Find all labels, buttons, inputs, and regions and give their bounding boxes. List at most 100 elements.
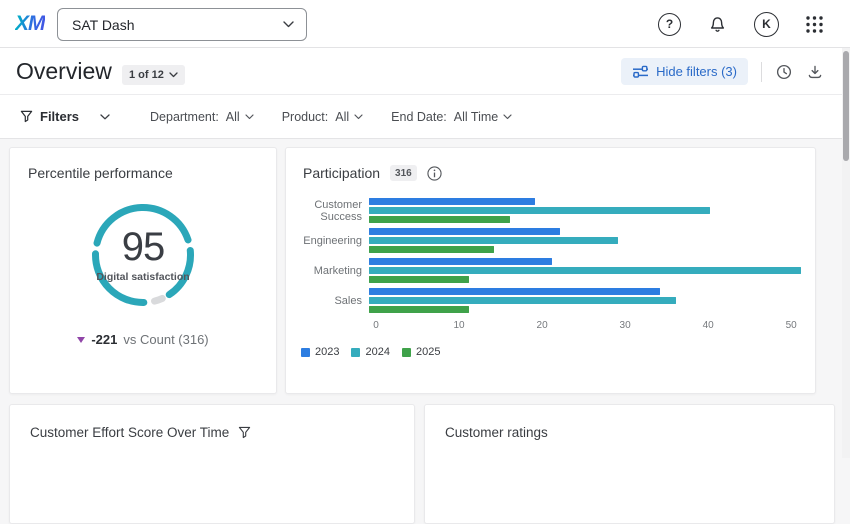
chart-category-row: Marketing xyxy=(286,258,815,283)
funnel-icon xyxy=(20,110,33,123)
bar-2024-marketing[interactable] xyxy=(369,267,801,274)
chevron-down-icon xyxy=(169,72,178,78)
divider xyxy=(761,61,762,82)
filters-bar: Filters Department: All Product: All End… xyxy=(0,95,850,139)
x-axis-tick: 10 xyxy=(453,320,465,331)
category-label: Engineering xyxy=(303,234,362,247)
dashboard-selector-value: SAT Dash xyxy=(72,16,135,33)
widget-title: Participation xyxy=(303,165,381,181)
participation-widget: Participation 316 Customer Success Engine… xyxy=(285,147,816,394)
scrollbar-track[interactable] xyxy=(842,48,850,458)
schedule-button[interactable] xyxy=(775,63,793,81)
widget-title: Customer Effort Score Over Time xyxy=(30,425,230,440)
bar-2023-marketing[interactable] xyxy=(369,258,552,265)
chart-category-row: Sales xyxy=(286,288,815,313)
filters-toggle[interactable]: Filters xyxy=(20,109,110,124)
avatar: K xyxy=(762,17,771,31)
legend-swatch xyxy=(401,347,411,357)
page-indicator-dropdown[interactable]: 1 of 12 xyxy=(122,65,185,85)
chevron-down-icon xyxy=(283,21,294,28)
x-axis-tick: 50 xyxy=(785,320,797,331)
hide-filters-label: Hide filters (3) xyxy=(656,64,737,79)
apps-menu-button[interactable] xyxy=(805,15,824,34)
category-label: Customer Success xyxy=(314,198,362,223)
legend-item-2025[interactable]: 2025 xyxy=(401,346,441,358)
help-button[interactable]: ? xyxy=(658,12,681,36)
x-axis-tick: 40 xyxy=(702,320,714,331)
xm-logo: XM xyxy=(15,12,45,35)
legend-label: 2025 xyxy=(415,346,441,358)
page-title: Overview xyxy=(16,58,112,84)
notifications-button[interactable] xyxy=(707,14,728,35)
account-button[interactable]: K xyxy=(754,11,779,37)
bar-2023-customer-success[interactable] xyxy=(369,198,536,205)
filter-department-label: Department: xyxy=(150,109,219,124)
scrollbar-thumb[interactable] xyxy=(843,51,849,161)
delta-context: vs Count (316) xyxy=(123,332,209,347)
sliders-icon xyxy=(633,65,649,78)
filter-product[interactable]: Product: All xyxy=(282,110,363,124)
widget-title: Percentile performance xyxy=(28,165,173,181)
bar-2023-engineering[interactable] xyxy=(369,228,560,235)
count-badge: 316 xyxy=(390,165,417,181)
gauge-segment xyxy=(165,246,194,299)
x-axis-tick: 0 xyxy=(373,320,379,331)
customer-ratings-widget: Customer ratings xyxy=(424,404,835,524)
gauge-segment xyxy=(150,294,166,305)
percentile-gauge: 95 Digital satisfaction xyxy=(76,188,210,322)
filter-end-date-label: End Date: xyxy=(391,109,447,124)
legend-swatch xyxy=(351,347,361,357)
bar-2024-sales[interactable] xyxy=(369,297,677,304)
funnel-icon[interactable] xyxy=(238,426,251,439)
legend-item-2024[interactable]: 2024 xyxy=(351,346,390,358)
top-navigation-bar: XM SAT Dash ? K xyxy=(0,0,850,48)
bar-2024-engineering[interactable] xyxy=(369,237,619,244)
gauge-label: Digital satisfaction xyxy=(96,271,190,283)
chevron-down-icon xyxy=(354,113,363,119)
chevron-down-icon xyxy=(503,113,512,119)
bar-2025-marketing[interactable] xyxy=(369,276,469,283)
legend-item-2023[interactable]: 2023 xyxy=(301,346,339,358)
chart-category-row: Customer Success xyxy=(286,198,815,223)
bell-icon xyxy=(710,16,725,32)
gauge-value: 95 xyxy=(121,225,165,269)
legend-label: 2023 xyxy=(315,346,340,358)
filter-department-value: All xyxy=(225,109,240,124)
question-mark-icon: ? xyxy=(665,17,674,31)
bar-2023-sales[interactable] xyxy=(369,288,660,295)
x-axis-tick: 20 xyxy=(536,320,548,331)
participation-bar-chart: Customer Success Engineering Marketing Sale… xyxy=(286,198,815,358)
filter-end-date[interactable]: End Date: All Time xyxy=(391,110,512,124)
bar-2025-sales[interactable] xyxy=(369,306,469,313)
filter-product-value: All xyxy=(335,109,350,124)
bar-2024-customer-success[interactable] xyxy=(369,207,710,214)
filter-product-label: Product: xyxy=(281,109,329,124)
bar-2025-customer-success[interactable] xyxy=(369,216,511,223)
legend-label: 2024 xyxy=(365,346,390,358)
clock-icon xyxy=(776,64,792,79)
gauge-ring xyxy=(92,204,194,306)
x-axis: 0 10 20 30 40 50 xyxy=(373,318,812,333)
dashboard-selector[interactable]: SAT Dash xyxy=(57,8,307,41)
arrow-down-icon xyxy=(77,336,86,343)
ces-over-time-widget: Customer Effort Score Over Time xyxy=(9,404,415,524)
percentile-performance-widget: Percentile performance 95 Digital satisf… xyxy=(9,147,277,394)
category-label: Sales xyxy=(334,294,362,307)
apps-grid-icon xyxy=(806,15,823,33)
chevron-down-icon xyxy=(245,113,254,119)
chart-legend: 2023 2024 2025 xyxy=(301,346,815,358)
widget-title: Customer ratings xyxy=(445,425,548,440)
filter-end-date-value: All Time xyxy=(453,109,499,124)
legend-swatch xyxy=(301,347,310,357)
filter-department[interactable]: Department: All xyxy=(150,110,254,124)
bar-2025-engineering[interactable] xyxy=(369,246,494,253)
info-icon[interactable] xyxy=(427,165,442,181)
gauge-segment xyxy=(92,250,148,306)
category-label: Marketing xyxy=(313,264,362,277)
chevron-down-icon xyxy=(100,113,110,119)
page-header: Overview 1 of 12 Hide filters (3) xyxy=(0,48,850,95)
export-button[interactable] xyxy=(806,63,824,81)
hide-filters-button[interactable]: Hide filters (3) xyxy=(621,58,748,85)
delta-value: -221 xyxy=(91,332,118,347)
gauge-segment xyxy=(93,204,192,247)
